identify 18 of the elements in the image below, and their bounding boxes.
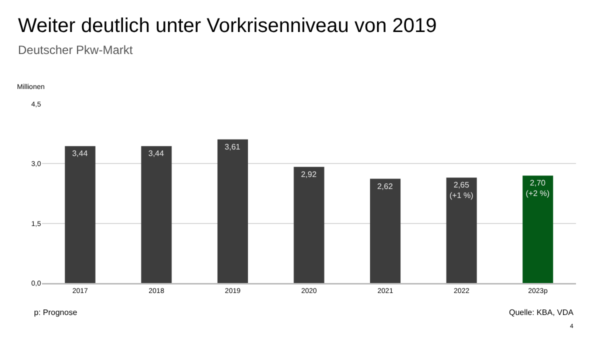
data-label: 3,61 bbox=[224, 142, 241, 152]
bar bbox=[446, 178, 477, 283]
data-label: 3,44 bbox=[72, 149, 88, 158]
chart-subtitle: Deutscher Pkw-Markt bbox=[18, 43, 134, 57]
bar bbox=[294, 166, 324, 283]
bar bbox=[141, 146, 172, 283]
bar bbox=[217, 139, 248, 283]
data-label: 3,44 bbox=[148, 149, 164, 158]
data-label: 2,92 bbox=[300, 170, 318, 179]
data-label: 2,70 (+2 %) bbox=[526, 178, 550, 198]
bar bbox=[370, 178, 401, 283]
text: p: Prognose bbox=[34, 308, 78, 317]
bar bbox=[64, 146, 96, 283]
chart-title: Weiter deutlich unter Vorkrisenniveau von 2019 bbox=[18, 15, 437, 37]
data-label: 2,65 (+1 %) bbox=[450, 180, 474, 200]
bar bbox=[522, 176, 554, 283]
data-label: 2,62 bbox=[377, 182, 394, 191]
source-note: Quelle: KBA, VDA bbox=[509, 308, 574, 317]
